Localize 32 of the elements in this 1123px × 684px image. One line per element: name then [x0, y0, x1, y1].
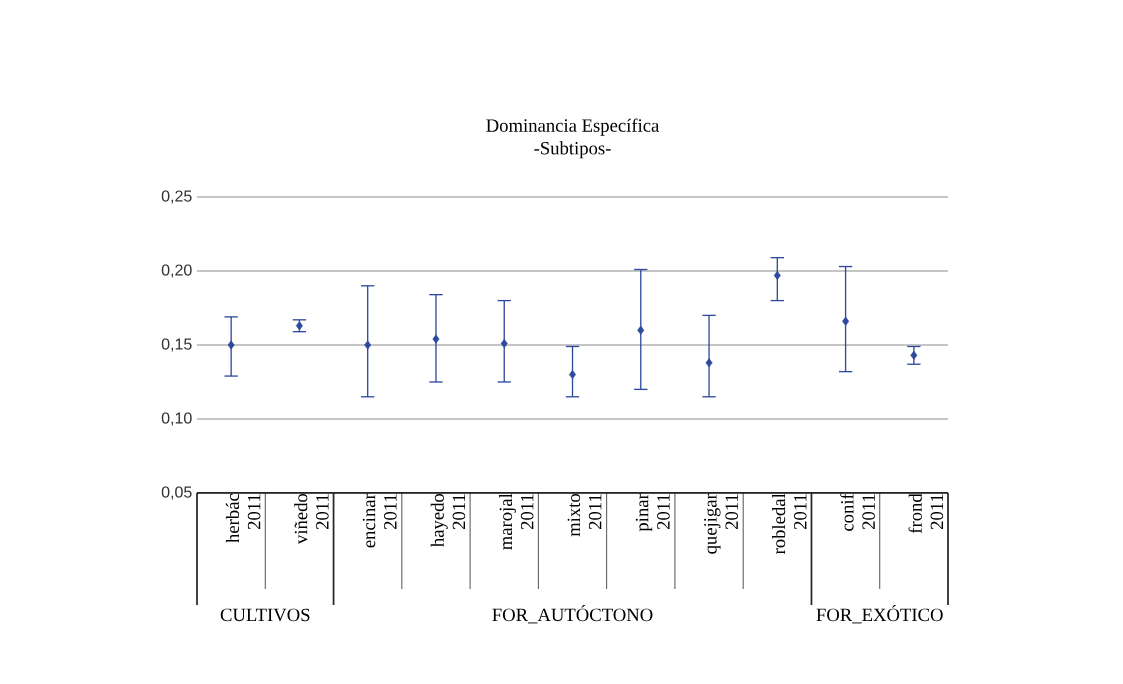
point [637, 325, 645, 335]
y-tick-label: 0,10 [161, 412, 192, 426]
point [364, 340, 372, 350]
point [569, 370, 576, 380]
x-tick-label: frond 2011 [908, 493, 944, 534]
x-tick-label: mixto 2011 [567, 493, 602, 537]
x-tick-label: viñedo 2011 [294, 493, 329, 545]
text: FOR_AUTÓCTONO [492, 604, 653, 624]
y-tick-label: 0,15 [161, 338, 192, 352]
point [432, 334, 440, 344]
point [705, 358, 713, 368]
y-tick-label: 0,05 [161, 486, 192, 500]
x-tick-label: encinar 2011 [362, 493, 397, 548]
x-tick-label: pinar 2011 [635, 493, 670, 532]
x-tick-label: marojal 2011 [498, 493, 534, 550]
x-tick-label: hayedo 2011 [430, 493, 466, 547]
point [227, 340, 235, 350]
y-tick-label: 0,20 [161, 264, 192, 278]
point [295, 321, 303, 331]
text: FOR_EXÓTICO [816, 604, 943, 624]
text: CULTIVOS [220, 608, 310, 622]
x-tick-label: robledal 2011 [772, 493, 807, 555]
point [842, 316, 850, 326]
y-tick-label: 0,25 [161, 190, 192, 204]
point [773, 270, 781, 280]
chart-subtitle: -Subtipos- [534, 141, 611, 159]
x-tick-label: quejigar 2011 [704, 493, 738, 554]
chart-title: Dominancia Específica [486, 118, 660, 136]
x-tick-label: herbác 2011 [225, 493, 261, 543]
point [500, 338, 508, 349]
x-tick-label: conif 2011 [840, 493, 875, 531]
point [910, 350, 918, 360]
